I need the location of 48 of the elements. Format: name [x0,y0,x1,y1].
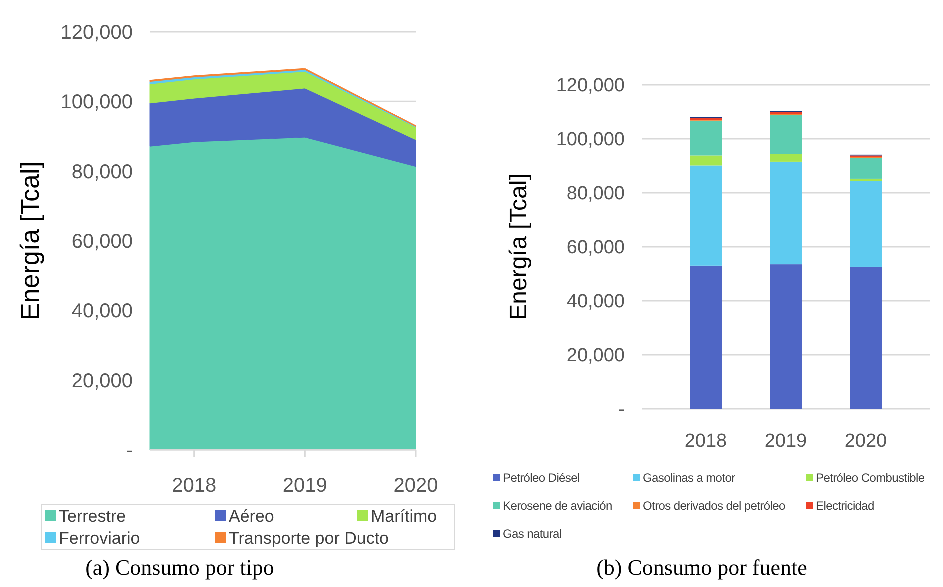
bar [690,156,722,166]
x-tick-label: 2019 [764,431,808,452]
x-tick-label: 2018 [172,475,217,497]
y-tick-label: 120,000 [556,76,625,97]
bar [690,166,722,266]
bar [850,181,882,267]
legend-label: Marítimo [371,506,438,526]
legend-label: Terrestre [59,506,126,526]
legend-label: Gasolinas a motor [643,471,736,486]
y-tick-label: 40,000 [566,292,625,313]
y-tick-label: 20,000 [72,370,133,392]
bar [690,120,722,156]
legend-label: Petróleo Diésel [503,471,580,486]
y-tick-label: 100,000 [60,92,133,114]
bar [770,264,802,409]
x-tick-label: 2018 [684,431,728,452]
legend-label: Kerosene de aviación [503,499,612,514]
text: (a) Consumo por tipo [86,555,274,580]
bar [850,178,882,182]
bar [850,266,882,409]
legend-label: Ferroviario [59,528,140,548]
legend-label: Electricidad [816,499,874,514]
y-tick-label: 20,000 [566,346,625,367]
y-tick-label: 80,000 [72,161,133,184]
bar [770,154,802,162]
y-tick-label: - [126,440,133,462]
y-tick-label: 80,000 [566,184,625,205]
legend-label: Transporte por Ducto [229,528,389,548]
y-tick-label: 40,000 [72,300,133,323]
y-tick-label: 120,000 [60,22,133,44]
legend-label: Gas natural [503,527,562,542]
x-tick-label: 2020 [394,475,438,497]
x-tick-label: 2020 [844,431,888,452]
y-tick-label: - [618,400,625,421]
text: (b) Consumo por fuente [596,555,808,580]
y-tick-label: 60,000 [566,238,625,259]
bar [770,115,802,154]
y-tick-label: 60,000 [72,231,133,253]
y-tick-label: 100,000 [556,130,625,151]
y-axis-title: Energía [Tcal] [505,174,532,320]
bar [690,266,722,409]
x-tick-label: 2019 [282,475,328,497]
y-axis-title: Energía [Tcal] [15,162,46,320]
legend-label: Aéreo [229,506,274,526]
bar [850,158,882,179]
legend-label: Petróleo Combustible [816,471,926,486]
legend-label: Otros derivados del petróleo [643,499,786,514]
bar [770,162,802,265]
